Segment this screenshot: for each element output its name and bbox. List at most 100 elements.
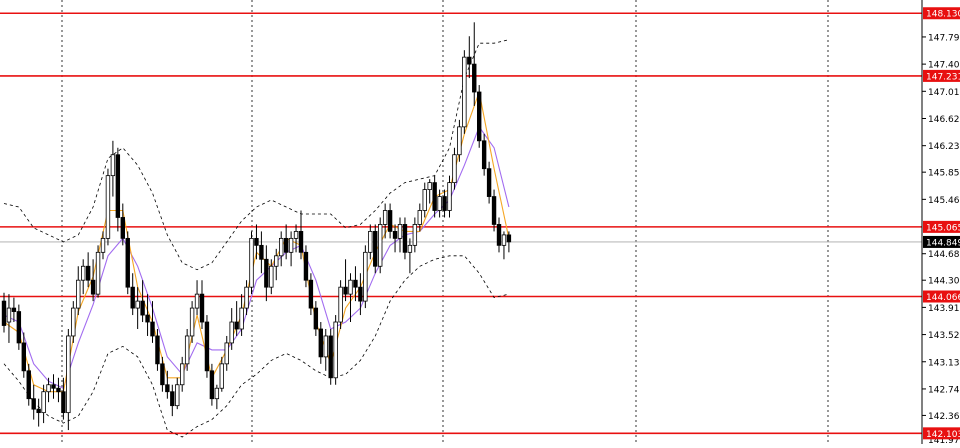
candle-body <box>491 196 497 225</box>
candle-body <box>46 384 51 393</box>
candle <box>56 377 61 403</box>
candle <box>100 231 106 260</box>
candle-body <box>259 244 264 260</box>
candle <box>95 245 101 298</box>
level-label: 142.103 <box>926 430 960 440</box>
candle-body <box>323 335 328 358</box>
candle <box>501 231 507 260</box>
candle-body <box>199 293 205 323</box>
candle-body <box>31 398 36 410</box>
candle-body <box>11 307 17 312</box>
candle-body <box>90 279 96 295</box>
candle-body <box>472 63 477 93</box>
candle <box>51 374 56 399</box>
level-label-box <box>923 427 960 440</box>
candle-body <box>447 182 452 211</box>
candle <box>244 280 249 316</box>
candle-body <box>189 307 195 337</box>
candle <box>323 328 328 371</box>
candle-body <box>254 237 259 246</box>
candle <box>26 363 31 406</box>
candle-body <box>422 189 427 211</box>
tick-label: 142.360 <box>928 412 960 422</box>
candle-body <box>283 237 289 253</box>
candle-body <box>100 237 106 253</box>
candle <box>472 22 477 106</box>
candle-body <box>486 168 492 197</box>
candle <box>81 259 86 295</box>
candle <box>249 231 254 295</box>
candle-body <box>179 363 185 386</box>
candle <box>447 175 452 218</box>
candle <box>506 231 512 253</box>
candle-body <box>358 286 363 302</box>
candle-body <box>274 255 279 267</box>
candle-body <box>328 335 333 379</box>
candle <box>194 280 200 316</box>
candle <box>476 85 482 148</box>
candle <box>31 384 36 420</box>
candle-body <box>36 408 41 414</box>
bollinger-bands <box>3 39 509 438</box>
candle <box>145 294 150 336</box>
candle <box>452 147 457 190</box>
candle-body <box>343 286 348 295</box>
candle <box>358 273 363 316</box>
candle <box>308 273 314 316</box>
bollinger-lower-line <box>3 255 509 438</box>
tick-label: 146.230 <box>928 142 960 152</box>
candle <box>496 217 502 253</box>
candle-body <box>71 307 76 337</box>
candle <box>481 133 487 176</box>
candle-body <box>165 384 170 393</box>
candle-body <box>506 234 512 243</box>
candle <box>155 328 160 371</box>
candle <box>229 308 234 350</box>
candle <box>254 224 259 260</box>
candle <box>204 315 210 378</box>
candle-body <box>21 342 26 372</box>
candle <box>392 224 398 253</box>
candle <box>214 384 220 410</box>
candle <box>125 231 130 295</box>
candle-body <box>234 321 239 330</box>
candle-body <box>105 175 111 239</box>
candles[interactable] <box>1 22 512 431</box>
candle <box>343 259 348 302</box>
candle-body <box>145 314 150 323</box>
candle <box>184 328 190 371</box>
candle <box>170 384 175 417</box>
candle <box>442 189 447 218</box>
candle <box>76 266 81 316</box>
candle <box>110 140 116 197</box>
candle-body <box>41 391 46 414</box>
candle <box>179 356 185 392</box>
candle <box>486 161 492 204</box>
candle <box>209 363 215 406</box>
candle-body <box>194 293 200 309</box>
candle <box>422 182 427 218</box>
candle <box>239 294 244 336</box>
candle-body <box>442 196 447 211</box>
tick-label: 147.400 <box>928 61 960 71</box>
candle <box>120 203 125 246</box>
candle <box>71 301 76 343</box>
candle-body <box>298 231 304 253</box>
candle-body <box>16 311 22 344</box>
candle-body <box>66 335 71 414</box>
tick-label: 143.910 <box>928 304 960 314</box>
candle-body <box>417 210 422 225</box>
candle <box>387 203 393 239</box>
candle-body <box>397 224 403 239</box>
candle <box>199 280 205 329</box>
candle <box>140 280 145 323</box>
candle <box>328 328 333 385</box>
level-label-box <box>923 69 960 82</box>
candle <box>6 294 12 343</box>
candle <box>234 301 239 336</box>
candle <box>283 224 289 260</box>
candle-body <box>313 307 319 330</box>
candle-body <box>457 126 462 156</box>
